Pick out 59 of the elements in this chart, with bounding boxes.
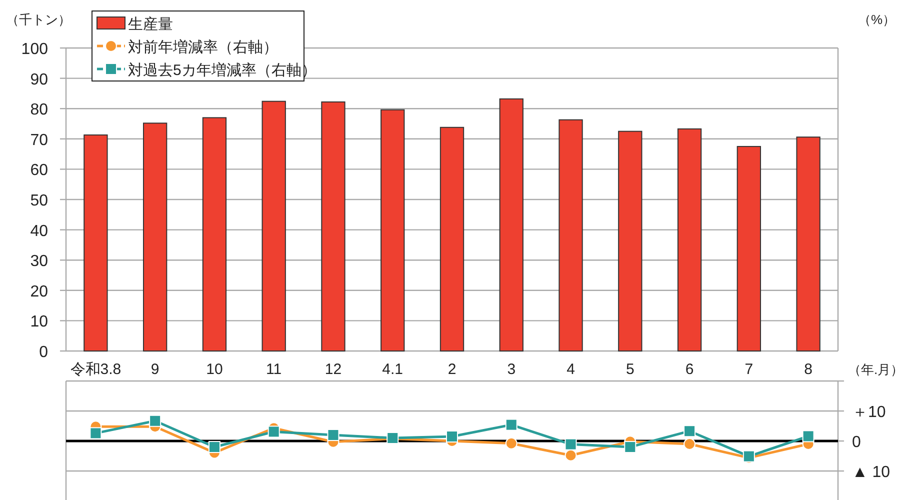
point xyxy=(268,426,280,438)
point xyxy=(505,418,518,431)
y-tick-label: ＋10 xyxy=(852,404,886,421)
point xyxy=(802,430,814,442)
bar xyxy=(380,109,405,352)
y-tick-label: 80 xyxy=(30,102,48,119)
bar xyxy=(142,122,168,352)
x-tick-label: 2 xyxy=(448,361,456,378)
x-tick-label: 4 xyxy=(566,361,575,378)
y-tick-label: 30 xyxy=(30,253,48,270)
x-tick-label: 11 xyxy=(266,361,282,378)
y-tick-label: 20 xyxy=(30,283,48,300)
bar xyxy=(202,117,227,352)
bar xyxy=(321,101,346,352)
x-tick-label: 5 xyxy=(626,361,634,378)
bar xyxy=(262,100,286,352)
y-tick-label: ▲ 10 xyxy=(852,464,890,481)
bar xyxy=(618,130,642,352)
x-tick-label: 9 xyxy=(150,361,160,378)
x-axis-title: （年.月） xyxy=(848,362,897,377)
point xyxy=(505,437,518,450)
y-tick-label: 0 xyxy=(852,434,861,451)
x-tick-label: 10 xyxy=(206,361,223,378)
bar xyxy=(499,98,524,352)
y-tick-label: 0 xyxy=(39,344,48,361)
point xyxy=(564,449,577,462)
bar xyxy=(796,136,820,352)
point xyxy=(624,441,636,453)
bar xyxy=(736,146,762,352)
point xyxy=(208,441,220,453)
x-tick-label: 6 xyxy=(685,361,694,378)
y-tick-label: 100 xyxy=(21,41,48,58)
x-tick-label: 8 xyxy=(804,361,812,378)
point xyxy=(149,414,162,427)
y-tick-label: 40 xyxy=(30,222,48,240)
x-tick-label: 7 xyxy=(744,361,754,378)
x-tick-label: 12 xyxy=(324,361,342,378)
x-tick-label: 令和3.8 xyxy=(70,361,122,378)
x-tick-label: 3 xyxy=(507,361,516,378)
bar xyxy=(440,126,464,352)
y-tick-label: 70 xyxy=(30,132,48,149)
point xyxy=(327,429,340,441)
bar xyxy=(558,119,583,352)
y-tick-label: 50 xyxy=(30,192,48,210)
y-tick-label: 90 xyxy=(30,71,48,88)
legend-label: 対前年増減率（右軸） xyxy=(128,39,278,56)
point xyxy=(90,427,102,440)
bar xyxy=(677,128,702,352)
point xyxy=(684,425,696,438)
y-axis-title: （千トン） xyxy=(6,12,71,27)
point xyxy=(446,430,458,442)
bar xyxy=(84,134,108,352)
y-tick-label: 10 xyxy=(30,314,48,331)
y-tick-label: 60 xyxy=(30,162,48,180)
x-tick-label: 4.1 xyxy=(382,361,404,378)
point xyxy=(564,438,577,450)
point xyxy=(684,438,696,450)
y2-axis-title: （%） xyxy=(858,12,896,27)
legend-label: 生産量 xyxy=(128,16,173,33)
